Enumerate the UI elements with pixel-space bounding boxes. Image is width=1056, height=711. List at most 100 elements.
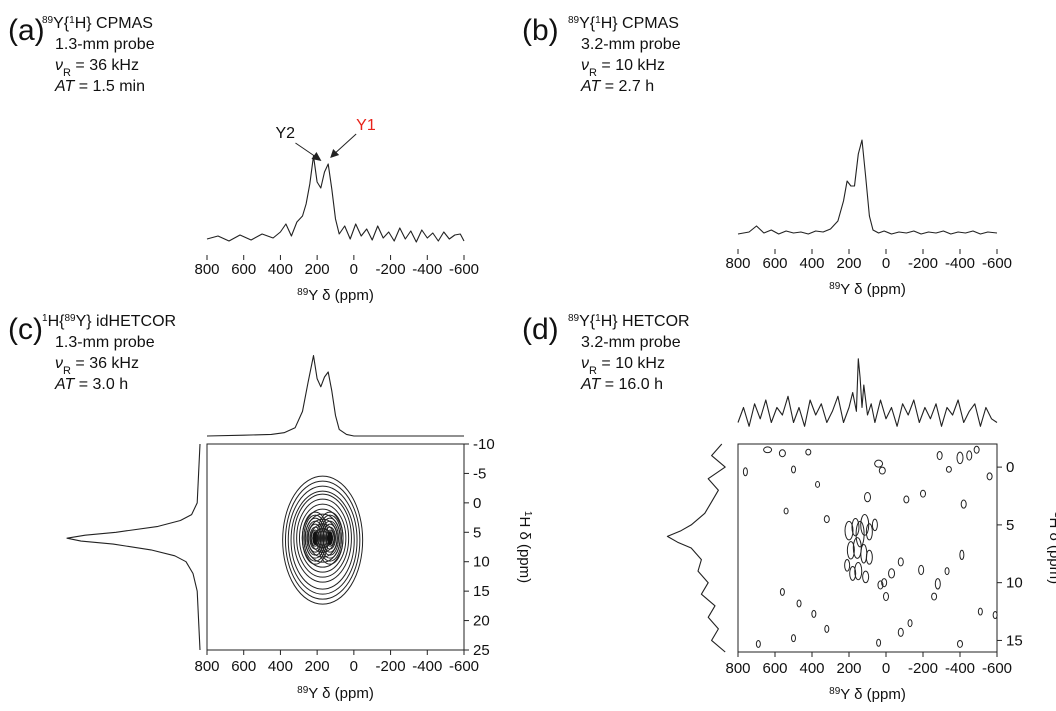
x-axis-label: 89Y δ (ppm) <box>829 686 906 704</box>
peak-contour <box>310 529 320 547</box>
x-tick-label: 600 <box>762 255 787 272</box>
experiment-title: 89Y{1H} HETCOR <box>568 313 690 331</box>
x-tick-label: -400 <box>945 660 975 677</box>
y-axis-label: 1H δ (ppm) <box>516 511 534 583</box>
contour-level <box>791 634 796 643</box>
contour-level <box>783 507 789 515</box>
contour-level <box>864 492 871 503</box>
contour-level <box>290 490 355 590</box>
contour-level <box>854 561 863 581</box>
contour-level <box>959 549 965 561</box>
x-tick-label: 800 <box>194 658 219 675</box>
contour-level <box>888 568 896 579</box>
y-tick-label: 5 <box>1006 517 1014 534</box>
panel-label: (d) <box>522 313 559 346</box>
y-tick-label: 15 <box>473 583 490 600</box>
panel-b: (b) 89Y{1H} CPMAS 3.2-mm probe νR = 10 kHzA… <box>522 14 1012 298</box>
contour-level <box>846 541 855 560</box>
spectrum-trace <box>206 155 465 243</box>
contour-level <box>876 638 882 647</box>
contour-level <box>865 523 873 541</box>
x-tick-label: -200 <box>908 255 938 272</box>
panel-d: (d) 89Y{1H} HETCOR 3.2-mm probe νR = 10 kHz… <box>522 313 1056 704</box>
x-tick-label: 200 <box>305 261 330 278</box>
peak-arrow <box>333 133 357 155</box>
info-line: νR = 10 kHz <box>581 57 665 79</box>
contour-level <box>878 466 886 475</box>
contour-level <box>903 495 910 504</box>
peak-contour <box>319 517 341 559</box>
x-tick-label: 0 <box>882 255 890 272</box>
y-tick-label: -10 <box>473 436 495 453</box>
contour-level <box>918 564 925 576</box>
contour-level <box>742 467 748 477</box>
contour-level <box>966 450 973 461</box>
peak-contour <box>303 514 328 562</box>
y-tick-label: 25 <box>473 642 490 659</box>
contour-level <box>811 609 817 618</box>
contour-level <box>860 513 870 536</box>
x-tick-label: 600 <box>231 261 256 278</box>
x-tick-label: -600 <box>449 658 479 675</box>
info-line: 3.2-mm probe <box>581 36 681 53</box>
y-tick-label: 15 <box>1006 632 1023 649</box>
contour-level <box>851 518 860 537</box>
contour-level <box>860 544 868 564</box>
peak-label: Y1 <box>356 117 376 134</box>
info-line: 3.2-mm probe <box>581 334 681 351</box>
contour-level <box>957 639 963 648</box>
contour-level <box>824 624 830 633</box>
contour-level <box>931 592 938 601</box>
info-line: νR = 36 kHz <box>55 355 139 377</box>
y-tick-label: 5 <box>473 524 481 541</box>
contour-level <box>779 587 785 596</box>
contour-lines <box>282 475 364 605</box>
contour-level <box>755 639 761 648</box>
contour-level <box>298 503 347 573</box>
y-tick-label: 10 <box>473 554 490 571</box>
x-tick-label: -400 <box>945 255 975 272</box>
x-tick-label: 200 <box>836 660 861 677</box>
contour-level <box>284 480 361 600</box>
peak-arrow <box>295 142 318 159</box>
contour-level <box>815 481 821 488</box>
contour-level <box>956 451 964 465</box>
x-tick-label: 800 <box>725 660 750 677</box>
x-tick-label: 400 <box>799 660 824 677</box>
x-tick-label: 800 <box>194 261 219 278</box>
x-tick-label: 400 <box>268 658 293 675</box>
contour-level <box>874 459 884 468</box>
info-line: AT = 1.5 min <box>54 78 145 95</box>
x-tick-label: -200 <box>376 261 406 278</box>
experiment-title: 1H{89Y} idHETCOR <box>42 313 176 331</box>
contour-level <box>877 580 884 590</box>
contour-level <box>293 493 352 583</box>
info-line: AT = 2.7 h <box>580 78 654 95</box>
y-tick-label: 0 <box>473 495 481 512</box>
x-tick-label: -600 <box>982 660 1012 677</box>
contour-level <box>282 475 364 605</box>
contour-level <box>973 445 980 454</box>
x-tick-label: 600 <box>762 660 787 677</box>
peak-contour <box>304 517 326 559</box>
peak-label: Y2 <box>275 125 295 142</box>
x-tick-label: 400 <box>268 261 293 278</box>
contour-level <box>945 466 952 473</box>
experiment-title: 89Y{1H} CPMAS <box>42 15 153 33</box>
panel-label: (b) <box>522 14 559 47</box>
info-line: AT = 3.0 h <box>54 376 128 393</box>
x-tick-label: 0 <box>350 261 358 278</box>
peak-contour <box>309 526 322 550</box>
panel-c: (c) 1H{89Y} idHETCOR 1.3-mm probe νR = 36 k… <box>8 313 534 703</box>
y-axis-label: 1H δ (ppm) <box>1046 512 1056 584</box>
peak-contour <box>322 523 338 553</box>
info-line: AT = 16.0 h <box>580 376 663 393</box>
contour-level <box>871 518 878 532</box>
arrow-head <box>311 152 322 161</box>
contour-level <box>936 451 943 461</box>
contour-level <box>796 599 802 608</box>
experiment-title: 89Y{1H} CPMAS <box>568 15 679 33</box>
contour-frame <box>206 443 465 651</box>
top-projection <box>206 355 464 437</box>
